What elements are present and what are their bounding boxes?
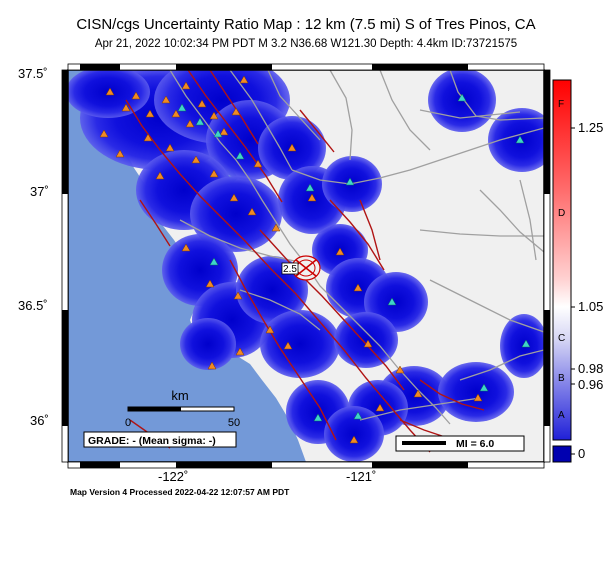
grade-box: [83, 431, 237, 448]
colorbar-value-0-96: 0.96: [578, 377, 604, 392]
lon-label-122: -122˚: [158, 469, 189, 484]
roads: [169, 70, 544, 425]
mi-legend-box: [395, 435, 525, 452]
map-title: CISN/cgs Uncertainty Ratio Map : 12 km (…: [76, 16, 536, 33]
epicenter-label-box: [281, 262, 299, 275]
station-markers: [99, 75, 483, 444]
map-subtitle: Apr 21, 2022 10:02:34 PM PDT M 3.2 N36.6…: [94, 38, 518, 50]
colorbar-letter-b: B: [558, 373, 565, 384]
epicenter-label: 2.5: [283, 264, 297, 275]
colorbar-zero-swatch: [552, 445, 572, 463]
scalebar-title: km: [171, 388, 188, 403]
colorbar-letter-a: A: [558, 410, 565, 421]
lat-label-36: 36˚: [30, 413, 49, 428]
colorbar-value-0: 0: [578, 446, 586, 461]
map-content: 2.5 km 0 50 GRADE: - (Mean sigma: -) MI …: [68, 70, 544, 462]
colorbar-value-0-98: 0.98: [578, 361, 604, 376]
colorbar-value-1-25: 1.25: [578, 120, 604, 135]
mi-legend-text: MI = 6.0: [456, 438, 494, 450]
uncertainty-regions: [68, 70, 544, 462]
lat-label-37: 37˚: [30, 184, 49, 199]
scalebar-zero: 0: [125, 417, 131, 429]
grade-text: GRADE: - (Mean sigma: -): [88, 435, 216, 447]
cyan-station-markers: [177, 93, 531, 422]
map-footer: Map Version 4 Processed 2022-04-22 12:07…: [70, 487, 290, 497]
frame-ticks: [61, 63, 551, 469]
colorbar-letter-d: D: [558, 208, 566, 219]
lat-label-37-5: 37.5˚: [18, 66, 48, 81]
colorbar: [552, 79, 575, 463]
scalebar-fifty: 50: [228, 417, 240, 429]
lat-label-36-5: 36.5˚: [18, 298, 48, 313]
colorbar-value-1-05: 1.05: [578, 299, 604, 314]
colorbar-letter-c: C: [558, 333, 566, 344]
scalebar: km 0 50: [125, 388, 240, 429]
colorbar-letter-f: F: [558, 99, 565, 110]
lon-label-121: -121˚: [346, 469, 377, 484]
faults: [125, 70, 485, 453]
